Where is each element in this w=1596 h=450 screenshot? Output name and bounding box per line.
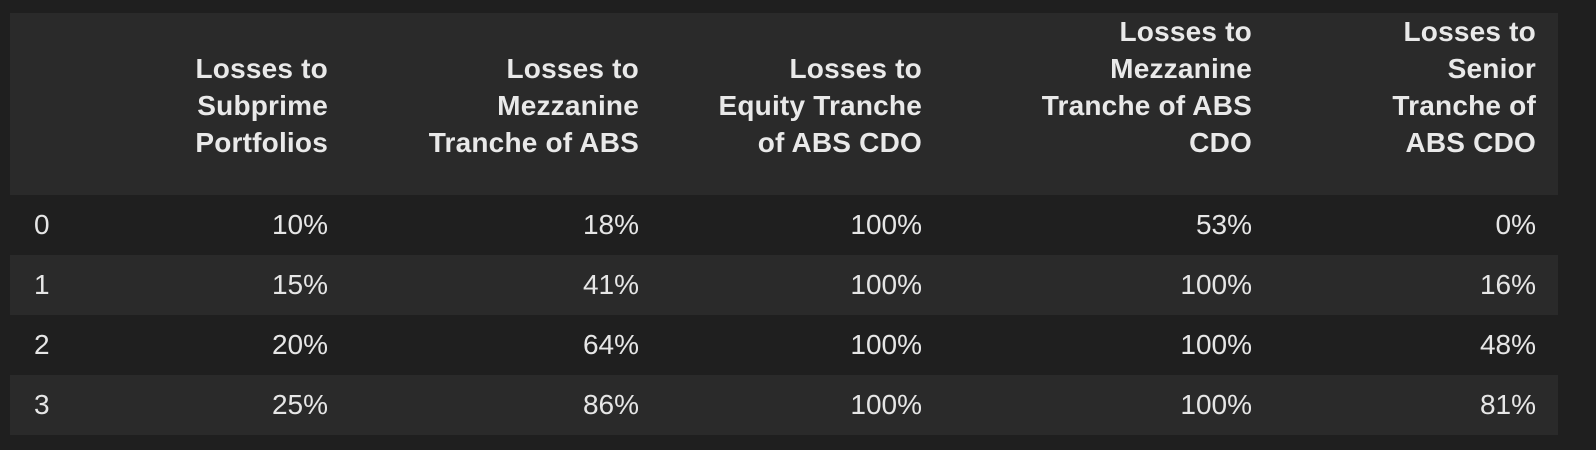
header-line: CDO xyxy=(1189,127,1252,158)
table-cell: 100% xyxy=(1180,269,1252,300)
table-cell: 18% xyxy=(582,209,639,240)
header-line: Losses to xyxy=(1403,16,1536,47)
header-line: Tranche of ABS xyxy=(1041,90,1252,121)
table-header: Losses to Subprime Portfolios Losses to … xyxy=(10,13,1558,195)
table-body: 0 10% 18% 100% 53% 0% 1 15% 41% 100% 100… xyxy=(10,195,1558,435)
table-cell: 20% xyxy=(271,329,328,360)
header-line: Portfolios xyxy=(195,127,328,158)
row-index: 3 xyxy=(34,389,50,420)
header-line: Senior xyxy=(1447,53,1536,84)
column-header-mezzanine-tranche-abs: Losses to Mezzanine Tranche of ABS xyxy=(350,13,661,195)
output-table-container: Losses to Subprime Portfolios Losses to … xyxy=(10,13,1558,435)
header-line: Mezzanine xyxy=(497,90,639,121)
header-line: Losses to xyxy=(1119,16,1252,47)
table-cell: 48% xyxy=(1479,329,1536,360)
header-line: of ABS CDO xyxy=(757,127,922,158)
header-line: Losses to xyxy=(506,53,639,84)
table-cell: 100% xyxy=(850,389,922,420)
column-header-subprime-portfolios: Losses to Subprime Portfolios xyxy=(150,13,350,195)
header-line: ABS CDO xyxy=(1405,127,1536,158)
table-cell: 16% xyxy=(1479,269,1536,300)
table-cell: 25% xyxy=(271,389,328,420)
row-index: 0 xyxy=(34,209,50,240)
table-cell: 100% xyxy=(1180,329,1252,360)
header-line: Equity Tranche xyxy=(718,90,922,121)
index-column-header xyxy=(10,13,150,195)
row-index: 1 xyxy=(34,269,50,300)
table-row: 2 20% 64% 100% 100% 48% xyxy=(10,315,1558,375)
table-cell: 100% xyxy=(850,329,922,360)
table-cell: 100% xyxy=(1180,389,1252,420)
header-line: Tranche of xyxy=(1392,90,1536,121)
losses-table: Losses to Subprime Portfolios Losses to … xyxy=(10,13,1558,435)
table-cell: 15% xyxy=(271,269,328,300)
table-row: 3 25% 86% 100% 100% 81% xyxy=(10,375,1558,435)
header-row: Losses to Subprime Portfolios Losses to … xyxy=(10,13,1558,195)
column-header-mezzanine-tranche-abs-cdo: Losses to Mezzanine Tranche of ABS CDO xyxy=(944,13,1274,195)
header-line: Subprime xyxy=(197,90,328,121)
header-line: Mezzanine xyxy=(1110,53,1252,84)
table-cell: 64% xyxy=(582,329,639,360)
table-cell: 53% xyxy=(1195,209,1252,240)
table-cell: 86% xyxy=(582,389,639,420)
header-line: Losses to xyxy=(195,53,328,84)
table-cell: 10% xyxy=(271,209,328,240)
column-header-senior-tranche-abs-cdo: Losses to Senior Tranche of ABS CDO xyxy=(1274,13,1558,195)
header-line: Losses to xyxy=(789,53,922,84)
table-cell: 100% xyxy=(850,209,922,240)
table-cell: 81% xyxy=(1479,389,1536,420)
column-header-equity-tranche-abs-cdo: Losses to Equity Tranche of ABS CDO xyxy=(661,13,944,195)
header-line: Tranche of ABS xyxy=(428,127,639,158)
table-row: 0 10% 18% 100% 53% 0% xyxy=(10,195,1558,255)
table-row: 1 15% 41% 100% 100% 16% xyxy=(10,255,1558,315)
table-cell: 0% xyxy=(1495,209,1536,240)
table-cell: 100% xyxy=(850,269,922,300)
table-cell: 41% xyxy=(582,269,639,300)
row-index: 2 xyxy=(34,329,50,360)
